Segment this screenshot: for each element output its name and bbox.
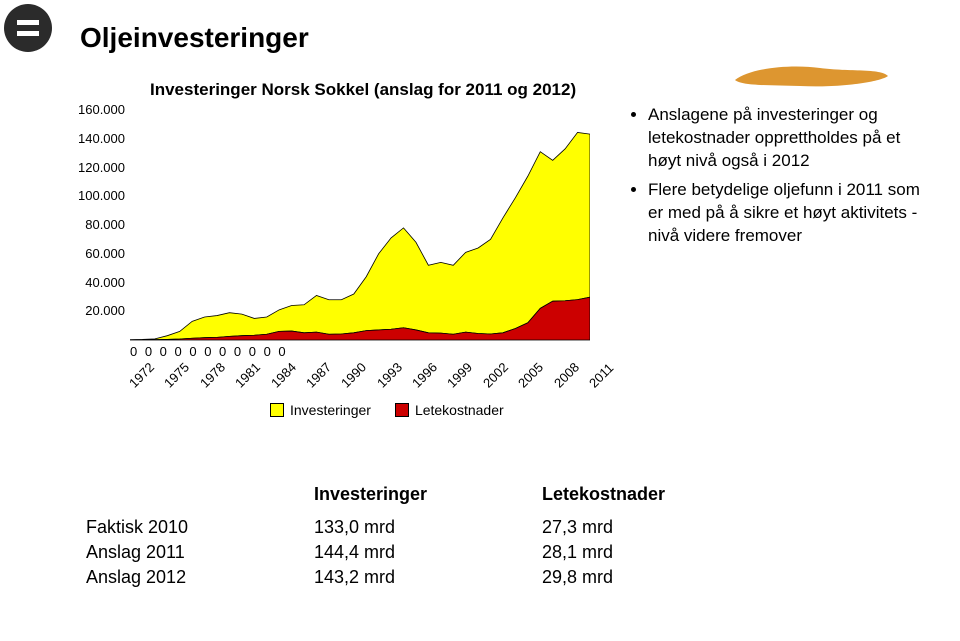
table-cell: 27,3 mrd: [542, 515, 750, 540]
legend-item-letekostnader: Letekostnader: [395, 402, 504, 418]
table-header-empty: [86, 480, 314, 515]
table-cell: 29,8 mrd: [542, 565, 750, 590]
y-axis-label: 100.000: [70, 188, 125, 203]
y-axis-label: 60.000: [70, 246, 125, 261]
legend-item-investeringer: Investeringer: [270, 402, 371, 418]
chart-plot-area: [130, 110, 590, 341]
x-axis-label: 1984: [268, 360, 299, 391]
bullet-item: Anslagene på investeringer og letekostna…: [648, 104, 930, 173]
table-header-investeringer: Investeringer: [314, 480, 542, 515]
table-row: Anslag 2011144,4 mrd28,1 mrd: [86, 540, 750, 565]
legend-label: Letekostnader: [415, 402, 504, 418]
y-axis-label: 80.000: [70, 217, 125, 232]
y-axis-label: 20.000: [70, 303, 125, 318]
x-axis-label: 2005: [515, 360, 546, 391]
table-row: Anslag 2012143,2 mrd29,8 mrd: [86, 565, 750, 590]
table-cell: Anslag 2011: [86, 540, 314, 565]
table-cell: 133,0 mrd: [314, 515, 542, 540]
table-cell: Anslag 2012: [86, 565, 314, 590]
table-header-letekostnader: Letekostnader: [542, 480, 750, 515]
x-axis-label: 2011: [586, 360, 616, 390]
x-axis-label: 1993: [374, 360, 405, 391]
x-axis-label: 1981: [232, 360, 263, 391]
y-axis-label: 140.000: [70, 131, 125, 146]
x-axis-label: 1996: [409, 360, 440, 391]
x-axis-zero-row: 0 0 0 0 0 0 0 0 0 0 0: [130, 344, 288, 359]
table-cell: 144,4 mrd: [314, 540, 542, 565]
page-title: Oljeinvesteringer: [80, 22, 309, 54]
legend-label: Investeringer: [290, 402, 371, 418]
chart-title: Investeringer Norsk Sokkel (anslag for 2…: [150, 80, 576, 100]
x-axis-label: 1978: [197, 360, 228, 391]
x-axis-label: 1987: [303, 360, 334, 391]
logo-icon: [4, 4, 52, 52]
summary-table: Investeringer Letekostnader Faktisk 2010…: [86, 480, 750, 590]
y-axis-label: 160.000: [70, 102, 125, 117]
chart-container: Investeringer Norsk Sokkel (anslag for 2…: [70, 90, 600, 420]
legend-swatch-letekostnader: [395, 403, 409, 417]
chart-legend: Investeringer Letekostnader: [270, 402, 504, 418]
x-axis-label: 1972: [126, 360, 157, 391]
side-notes: Anslagene på investeringer og letekostna…: [630, 104, 930, 254]
decorative-brush: [730, 62, 890, 90]
x-axis-label: 1975: [161, 360, 192, 391]
x-axis-label: 2008: [551, 360, 582, 391]
x-axis-label: 2002: [480, 360, 511, 391]
table-cell: 28,1 mrd: [542, 540, 750, 565]
x-axis-label: 1990: [338, 360, 369, 391]
table-cell: 143,2 mrd: [314, 565, 542, 590]
area-investeringer: [130, 132, 590, 339]
table-row: Faktisk 2010133,0 mrd27,3 mrd: [86, 515, 750, 540]
y-axis-label: 40.000: [70, 275, 125, 290]
legend-swatch-investeringer: [270, 403, 284, 417]
bullet-item: Flere betydelige oljefunn i 2011 som er …: [648, 179, 930, 248]
y-axis-label: 120.000: [70, 160, 125, 175]
x-axis-label: 1999: [444, 360, 475, 391]
table-cell: Faktisk 2010: [86, 515, 314, 540]
